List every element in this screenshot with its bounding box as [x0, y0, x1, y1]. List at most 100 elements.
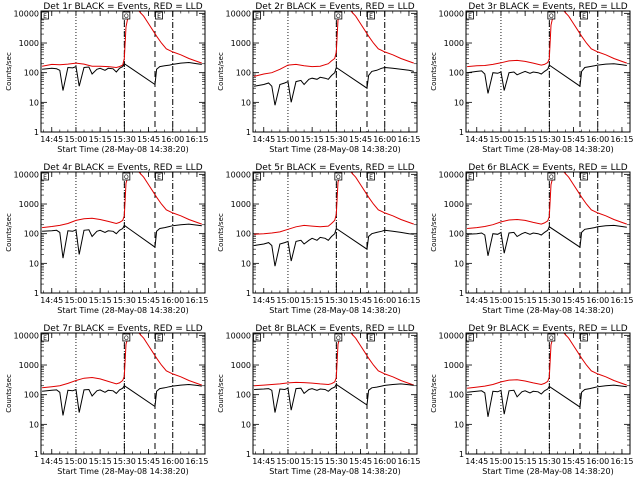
y-tick-label: 1000: [444, 200, 464, 209]
y-tick-label: 10000: [14, 9, 39, 18]
x-tick-label: 16:00: [373, 296, 396, 305]
x-tick-label: 14:45: [252, 135, 275, 144]
y-tick-label: 100: [449, 69, 464, 78]
center-marker-box: [334, 11, 343, 20]
panel-det-4: Det 4r BLACK = Events, RED = LLD Counts/s…: [5, 163, 208, 315]
x-tick-label: 15:45: [562, 135, 585, 144]
events-series-line: [254, 66, 414, 106]
right-marker-box: [367, 11, 375, 20]
x-tick-label: 15:45: [562, 457, 585, 466]
x-tick-label: 15:30: [325, 296, 348, 305]
x-tick-label: 15:45: [349, 135, 372, 144]
y-axis-label: Counts/sec: [430, 213, 438, 252]
events-series-line: [254, 227, 414, 267]
x-tick-label: 16:15: [610, 457, 633, 466]
center-marker-label: O: [336, 174, 341, 181]
right-marker-box: [155, 11, 163, 20]
left-marker-label: E: [468, 335, 472, 342]
y-tick-label: 100: [24, 69, 39, 78]
y-tick-label: 1: [459, 128, 464, 137]
left-marker-label: E: [468, 13, 472, 20]
y-axis-label: Counts/sec: [217, 213, 225, 252]
center-marker-label: O: [336, 335, 341, 342]
x-tick-label: 14:45: [252, 457, 275, 466]
y-tick-label: 100: [449, 230, 464, 239]
x-tick-label: 15:30: [113, 135, 136, 144]
x-axis-label: Start Time (28-May-08 14:38:20): [482, 306, 613, 315]
x-axis-label: Start Time (28-May-08 14:38:20): [269, 306, 400, 315]
x-tick-label: 14:45: [465, 296, 488, 305]
left-marker-label: E: [255, 13, 259, 20]
center-marker-box: [334, 172, 343, 181]
plot-frame: [465, 10, 631, 133]
y-tick-label: 1: [34, 128, 39, 137]
panel-title: Det 1r BLACK = Events, RED = LLD: [43, 2, 202, 12]
y-tick-label: 10: [29, 98, 39, 107]
y-tick-label: 10000: [439, 331, 464, 340]
left-marker-label: E: [43, 13, 47, 20]
y-tick-label: 10000: [226, 9, 251, 18]
x-tick-label: 15:15: [514, 457, 537, 466]
y-tick-label: 10000: [14, 331, 39, 340]
y-tick-label: 1000: [231, 361, 251, 370]
x-tick-label: 15:00: [64, 457, 87, 466]
x-tick-label: 15:15: [301, 457, 324, 466]
right-marker-label: E: [369, 335, 373, 342]
x-tick-label: 15:00: [489, 457, 512, 466]
y-tick-label: 10: [454, 98, 464, 107]
plot-frame: [40, 171, 206, 294]
events-series-line: [42, 223, 202, 259]
lld-series-line: [254, 333, 414, 387]
x-tick-label: 15:30: [538, 135, 561, 144]
x-tick-label: 16:00: [161, 457, 184, 466]
x-tick-label: 16:15: [397, 457, 420, 466]
panel-title: Det 6r BLACK = Events, RED = LLD: [468, 163, 627, 173]
y-tick-label: 100: [24, 230, 39, 239]
right-marker-box: [155, 172, 163, 181]
y-tick-label: 1000: [444, 39, 464, 48]
x-tick-label: 14:45: [465, 457, 488, 466]
y-tick-label: 1000: [231, 200, 251, 209]
left-marker-label: E: [255, 335, 259, 342]
x-tick-label: 16:00: [586, 296, 609, 305]
right-marker-label: E: [157, 174, 161, 181]
x-tick-label: 15:30: [538, 457, 561, 466]
x-tick-label: 15:15: [301, 296, 324, 305]
y-tick-label: 10: [454, 259, 464, 268]
right-marker-box: [367, 333, 375, 342]
x-tick-label: 15:30: [113, 457, 136, 466]
x-tick-label: 16:00: [373, 135, 396, 144]
lld-series-line: [42, 172, 202, 229]
y-axis-label: Counts/sec: [5, 213, 13, 252]
right-marker-label: E: [369, 13, 373, 20]
x-tick-label: 15:00: [276, 296, 299, 305]
x-axis-label: Start Time (28-May-08 14:38:20): [57, 467, 188, 476]
x-axis-label: Start Time (28-May-08 14:38:20): [57, 306, 188, 315]
x-tick-label: 15:45: [349, 296, 372, 305]
center-marker-box: [547, 172, 556, 181]
events-series-line: [42, 383, 202, 416]
plot-frame: [252, 171, 418, 294]
right-marker-label: E: [157, 335, 161, 342]
plot-frame: [465, 171, 631, 294]
x-tick-label: 16:00: [586, 457, 609, 466]
panel-det-8: Det 8r BLACK = Events, RED = LLD Counts/s…: [217, 324, 420, 476]
center-marker-box: [122, 172, 131, 181]
plot-frame: [465, 332, 631, 455]
x-tick-label: 16:15: [185, 296, 208, 305]
panel-title: Det 2r BLACK = Events, RED = LLD: [255, 2, 414, 12]
panel-title: Det 5r BLACK = Events, RED = LLD: [255, 163, 414, 173]
right-marker-box: [367, 172, 375, 181]
x-tick-label: 15:00: [489, 135, 512, 144]
y-tick-label: 10: [29, 259, 39, 268]
x-tick-label: 15:45: [137, 296, 160, 305]
lld-series-line: [42, 11, 202, 69]
panel-det-6: Det 6r BLACK = Events, RED = LLD Counts/s…: [430, 163, 633, 315]
panel-det-3: Det 3r BLACK = Events, RED = LLD Counts/s…: [430, 2, 633, 154]
y-tick-label: 10000: [14, 170, 39, 179]
center-marker-box: [122, 333, 131, 342]
y-tick-label: 10: [241, 98, 251, 107]
panel-det-1: Det 1r BLACK = Events, RED = LLD Counts/s…: [5, 2, 208, 154]
x-tick-label: 15:15: [514, 135, 537, 144]
y-tick-label: 10: [29, 420, 39, 429]
